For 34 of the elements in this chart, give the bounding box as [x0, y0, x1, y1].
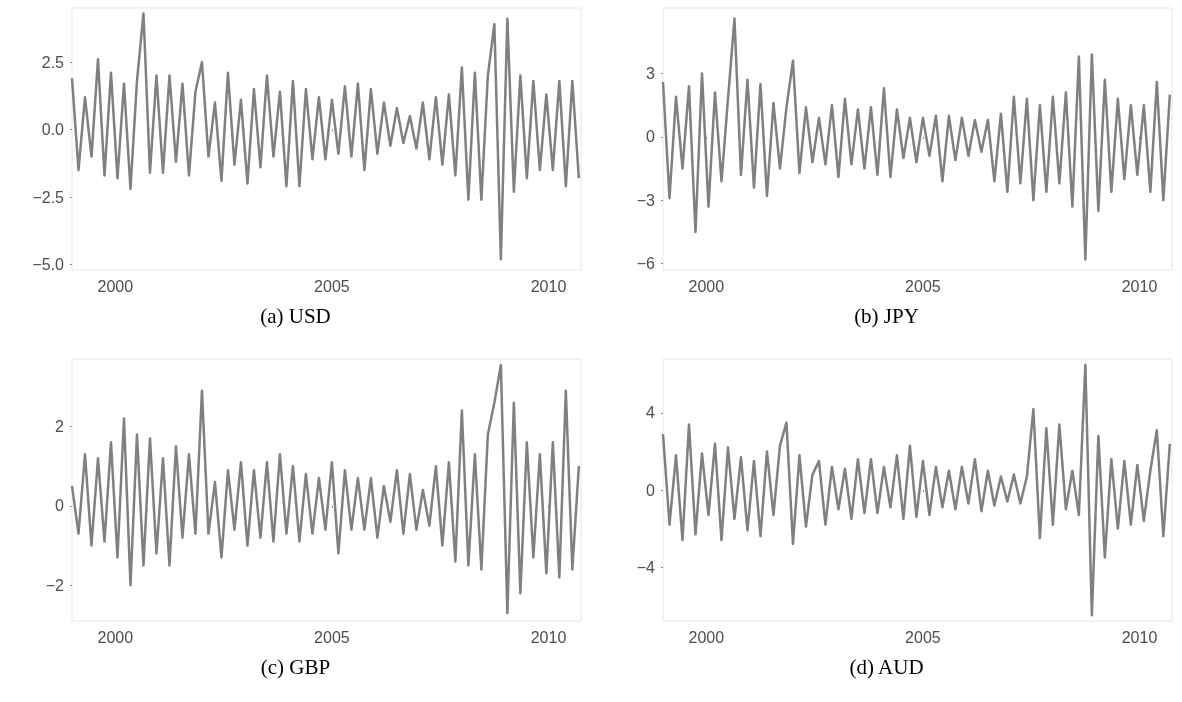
- y-tick-label: 4: [646, 404, 656, 422]
- y-tick-label: 0: [646, 128, 656, 146]
- y-tick-label: −6: [636, 255, 656, 273]
- x-tick-label: 2000: [688, 277, 725, 295]
- y-tick-label: −3: [636, 191, 656, 209]
- y-tick-label: 0: [55, 497, 65, 515]
- y-tick-label: 0.0: [41, 121, 65, 139]
- x-tick-label: 2010: [1121, 277, 1158, 295]
- text: (b) JPY: [854, 303, 919, 328]
- text: (c) GBP: [260, 654, 331, 679]
- x-tick-label: 2005: [314, 628, 350, 646]
- y-tick-label: −5.0: [32, 256, 65, 274]
- y-tick-label: 2.5: [41, 53, 65, 71]
- y-tick-label: −2: [45, 576, 65, 594]
- x-tick-label: 2005: [905, 628, 941, 646]
- text: (d) AUD: [849, 654, 924, 679]
- x-tick-label: 2010: [530, 277, 567, 295]
- line-series: [661, 363, 1172, 617]
- line-series: [661, 17, 1172, 261]
- y-tick-label: −4: [636, 558, 656, 576]
- x-tick-label: 2000: [97, 628, 134, 646]
- text: (a) USD: [260, 303, 331, 328]
- y-tick-label: 2: [55, 417, 65, 435]
- x-tick-label: 2010: [530, 628, 567, 646]
- x-tick-label: 2000: [97, 277, 134, 295]
- x-tick-label: 2005: [314, 277, 350, 295]
- x-tick-label: 2005: [905, 277, 941, 295]
- line-series: [70, 12, 581, 261]
- y-tick-label: 0: [646, 481, 656, 499]
- y-tick-label: 3: [646, 65, 656, 82]
- x-tick-label: 2000: [688, 628, 725, 646]
- x-tick-label: 2010: [1121, 628, 1158, 646]
- y-tick-label: −2.5: [32, 188, 65, 206]
- line-series: [70, 363, 581, 615]
